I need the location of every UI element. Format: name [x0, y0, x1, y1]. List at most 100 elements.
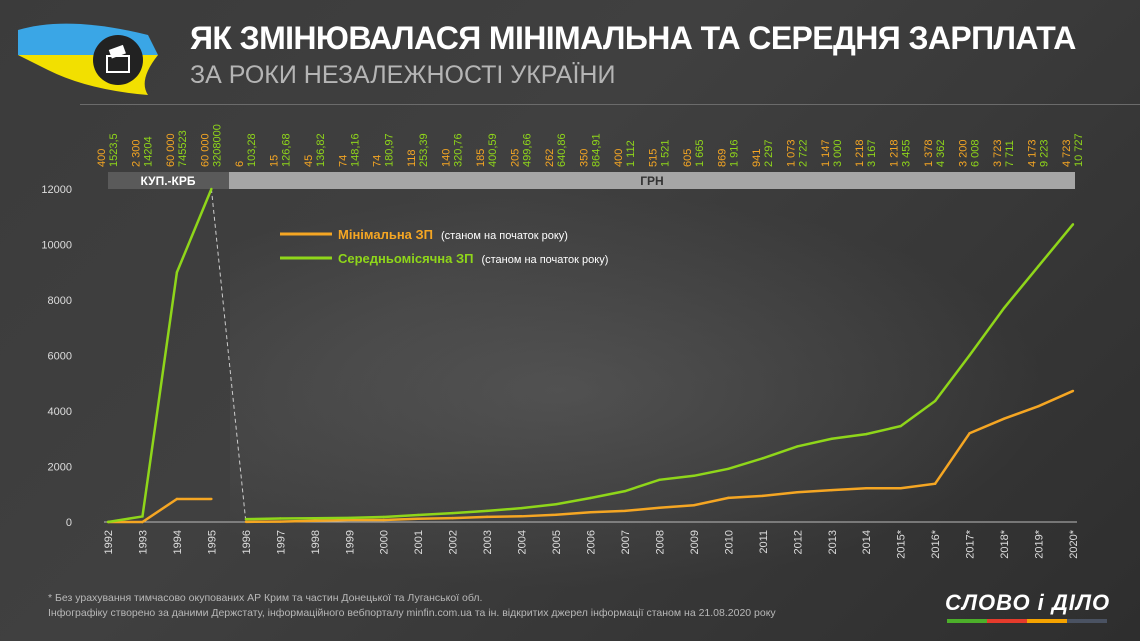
min-wage-label: 1 147: [820, 139, 832, 167]
avg-wage-label: 864,91: [591, 133, 603, 167]
x-tick-label: 2008: [654, 530, 666, 554]
x-tick-label: 2020*: [1068, 529, 1080, 558]
x-tick-label: 2013: [827, 530, 839, 554]
avg-wage-label: 1523,5: [108, 133, 120, 167]
avg-wage-label: 3 000: [832, 139, 844, 167]
min-wage-label: 74: [337, 155, 349, 167]
avg-wage-line-kupon: [107, 188, 213, 524]
avg-wage-label: 400,59: [487, 133, 499, 167]
x-tick-label: 1992: [103, 530, 115, 554]
avg-wage-label: 103,28: [246, 133, 258, 167]
avg-wage-label: 745523: [177, 130, 189, 167]
x-tick-label: 1999: [344, 530, 356, 554]
x-tick-label: 2004: [517, 530, 529, 554]
avg-wage-label: 3208000: [211, 124, 223, 167]
x-tick-label: 2017*: [965, 529, 977, 558]
legend-label: Середньомісячна ЗП: [338, 251, 473, 266]
avg-wage-label: 6 008: [970, 139, 982, 167]
min-wage-label: 4 723: [1061, 139, 1073, 167]
min-wage-point: [279, 520, 282, 523]
min-wage-point: [899, 487, 902, 490]
avg-wage-label: 2 722: [797, 139, 809, 167]
x-tick-label: 2005: [551, 530, 563, 554]
min-wage-point: [141, 520, 144, 524]
min-wage-label: 205: [510, 149, 522, 167]
avg-wage-point: [727, 467, 730, 471]
min-wage-label: 1 073: [785, 139, 797, 167]
min-wage-label: 60 000: [165, 133, 177, 167]
x-tick-label: 2001: [413, 530, 425, 554]
min-wage-point: [451, 516, 454, 520]
min-wage-point: [382, 518, 385, 522]
min-wage-label: 60 000: [199, 133, 211, 167]
divider: [80, 104, 1140, 105]
x-tick-label: 1996: [241, 530, 253, 554]
y-tick-label: 2000: [48, 462, 72, 474]
band-hryvnia: [229, 172, 1075, 189]
avg-wage-label: 1 521: [659, 139, 671, 167]
avg-wage-point: [416, 513, 420, 517]
min-wage-point: [830, 488, 833, 492]
min-wage-point: [761, 494, 765, 498]
avg-wage-label: 180,97: [384, 133, 396, 167]
x-tick-label: 1998: [310, 530, 322, 554]
y-tick-label: 10000: [41, 240, 72, 252]
min-wage-point: [933, 482, 937, 485]
min-wage-label: 4 173: [1027, 139, 1039, 167]
avg-wage-point: [279, 517, 282, 520]
avg-wage-label: 9 223: [1039, 139, 1051, 167]
x-tick-label: 1995: [206, 530, 218, 554]
y-tick-label: 0: [66, 517, 72, 529]
x-tick-label: 2007: [620, 530, 632, 554]
avg-wage-point: [658, 478, 661, 481]
x-tick-label: 2006: [586, 530, 598, 554]
avg-wage-label: 148,16: [349, 133, 361, 167]
x-tick-label: 2019*: [1034, 529, 1046, 558]
band-label-hryvnia: ГРН: [640, 174, 663, 188]
avg-wage-point: [968, 354, 971, 357]
brand-logo: СЛОВО і ДІЛО: [945, 590, 1111, 615]
legend-note: (станом на початок року): [481, 254, 608, 266]
avg-wage-label: 3 455: [901, 139, 913, 167]
band-label-kupon: КУП.-КРБ: [141, 174, 196, 188]
avg-wage-label: 499,66: [522, 133, 534, 167]
page-title: ЯК ЗМІНЮВАЛАСЯ МІНІМАЛЬНА ТА СЕРЕДНЯ ЗАР…: [190, 20, 1076, 56]
avg-wage-point: [382, 515, 385, 519]
x-tick-label: 2010: [723, 530, 735, 554]
min-wage-label: 2 300: [130, 139, 142, 167]
x-tick-label: 2015*: [896, 529, 908, 558]
min-wage-point: [210, 497, 213, 501]
min-wage-point: [1037, 404, 1040, 408]
banknote-background: [230, 190, 1050, 590]
min-wage-label: 15: [268, 155, 280, 167]
x-tick-label: 2000: [379, 530, 391, 554]
avg-wage-label: 253,39: [418, 133, 430, 167]
source-note: Інфографіку створено за даними Держстату…: [48, 607, 776, 619]
min-wage-label: 941: [751, 149, 763, 167]
min-wage-label: 515: [647, 149, 659, 167]
x-tick-label: 1997: [275, 530, 287, 554]
avg-wage-point: [589, 496, 592, 500]
avg-wage-point: [796, 445, 799, 448]
x-tick-label: 2018*: [999, 529, 1011, 558]
y-tick-label: 12000: [41, 184, 72, 196]
x-tick-label: 2003: [482, 530, 494, 554]
footnote: * Без урахування тимчасово окупованих АР…: [48, 592, 483, 604]
avg-wage-point: [141, 515, 144, 518]
x-tick-label: 1993: [137, 530, 149, 554]
wallet-icon: [106, 44, 130, 73]
avg-wage-label: 14204: [142, 136, 154, 167]
avg-wage-point: [1071, 223, 1075, 226]
min-wage-line-kupon: [108, 497, 212, 524]
legend-note: (станом на початок року): [441, 230, 568, 242]
x-tick-label: 2012: [792, 530, 804, 554]
min-wage-point: [416, 517, 420, 520]
x-tick-label: 2009: [689, 530, 701, 554]
avg-wage-point: [899, 424, 902, 428]
min-wage-point: [348, 518, 351, 522]
min-wage-point: [968, 432, 971, 435]
min-wage-point: [727, 496, 730, 500]
avg-wage-point: [554, 503, 558, 506]
avg-wage-point: [1037, 264, 1040, 268]
avg-wage-label: 126,68: [280, 133, 292, 167]
